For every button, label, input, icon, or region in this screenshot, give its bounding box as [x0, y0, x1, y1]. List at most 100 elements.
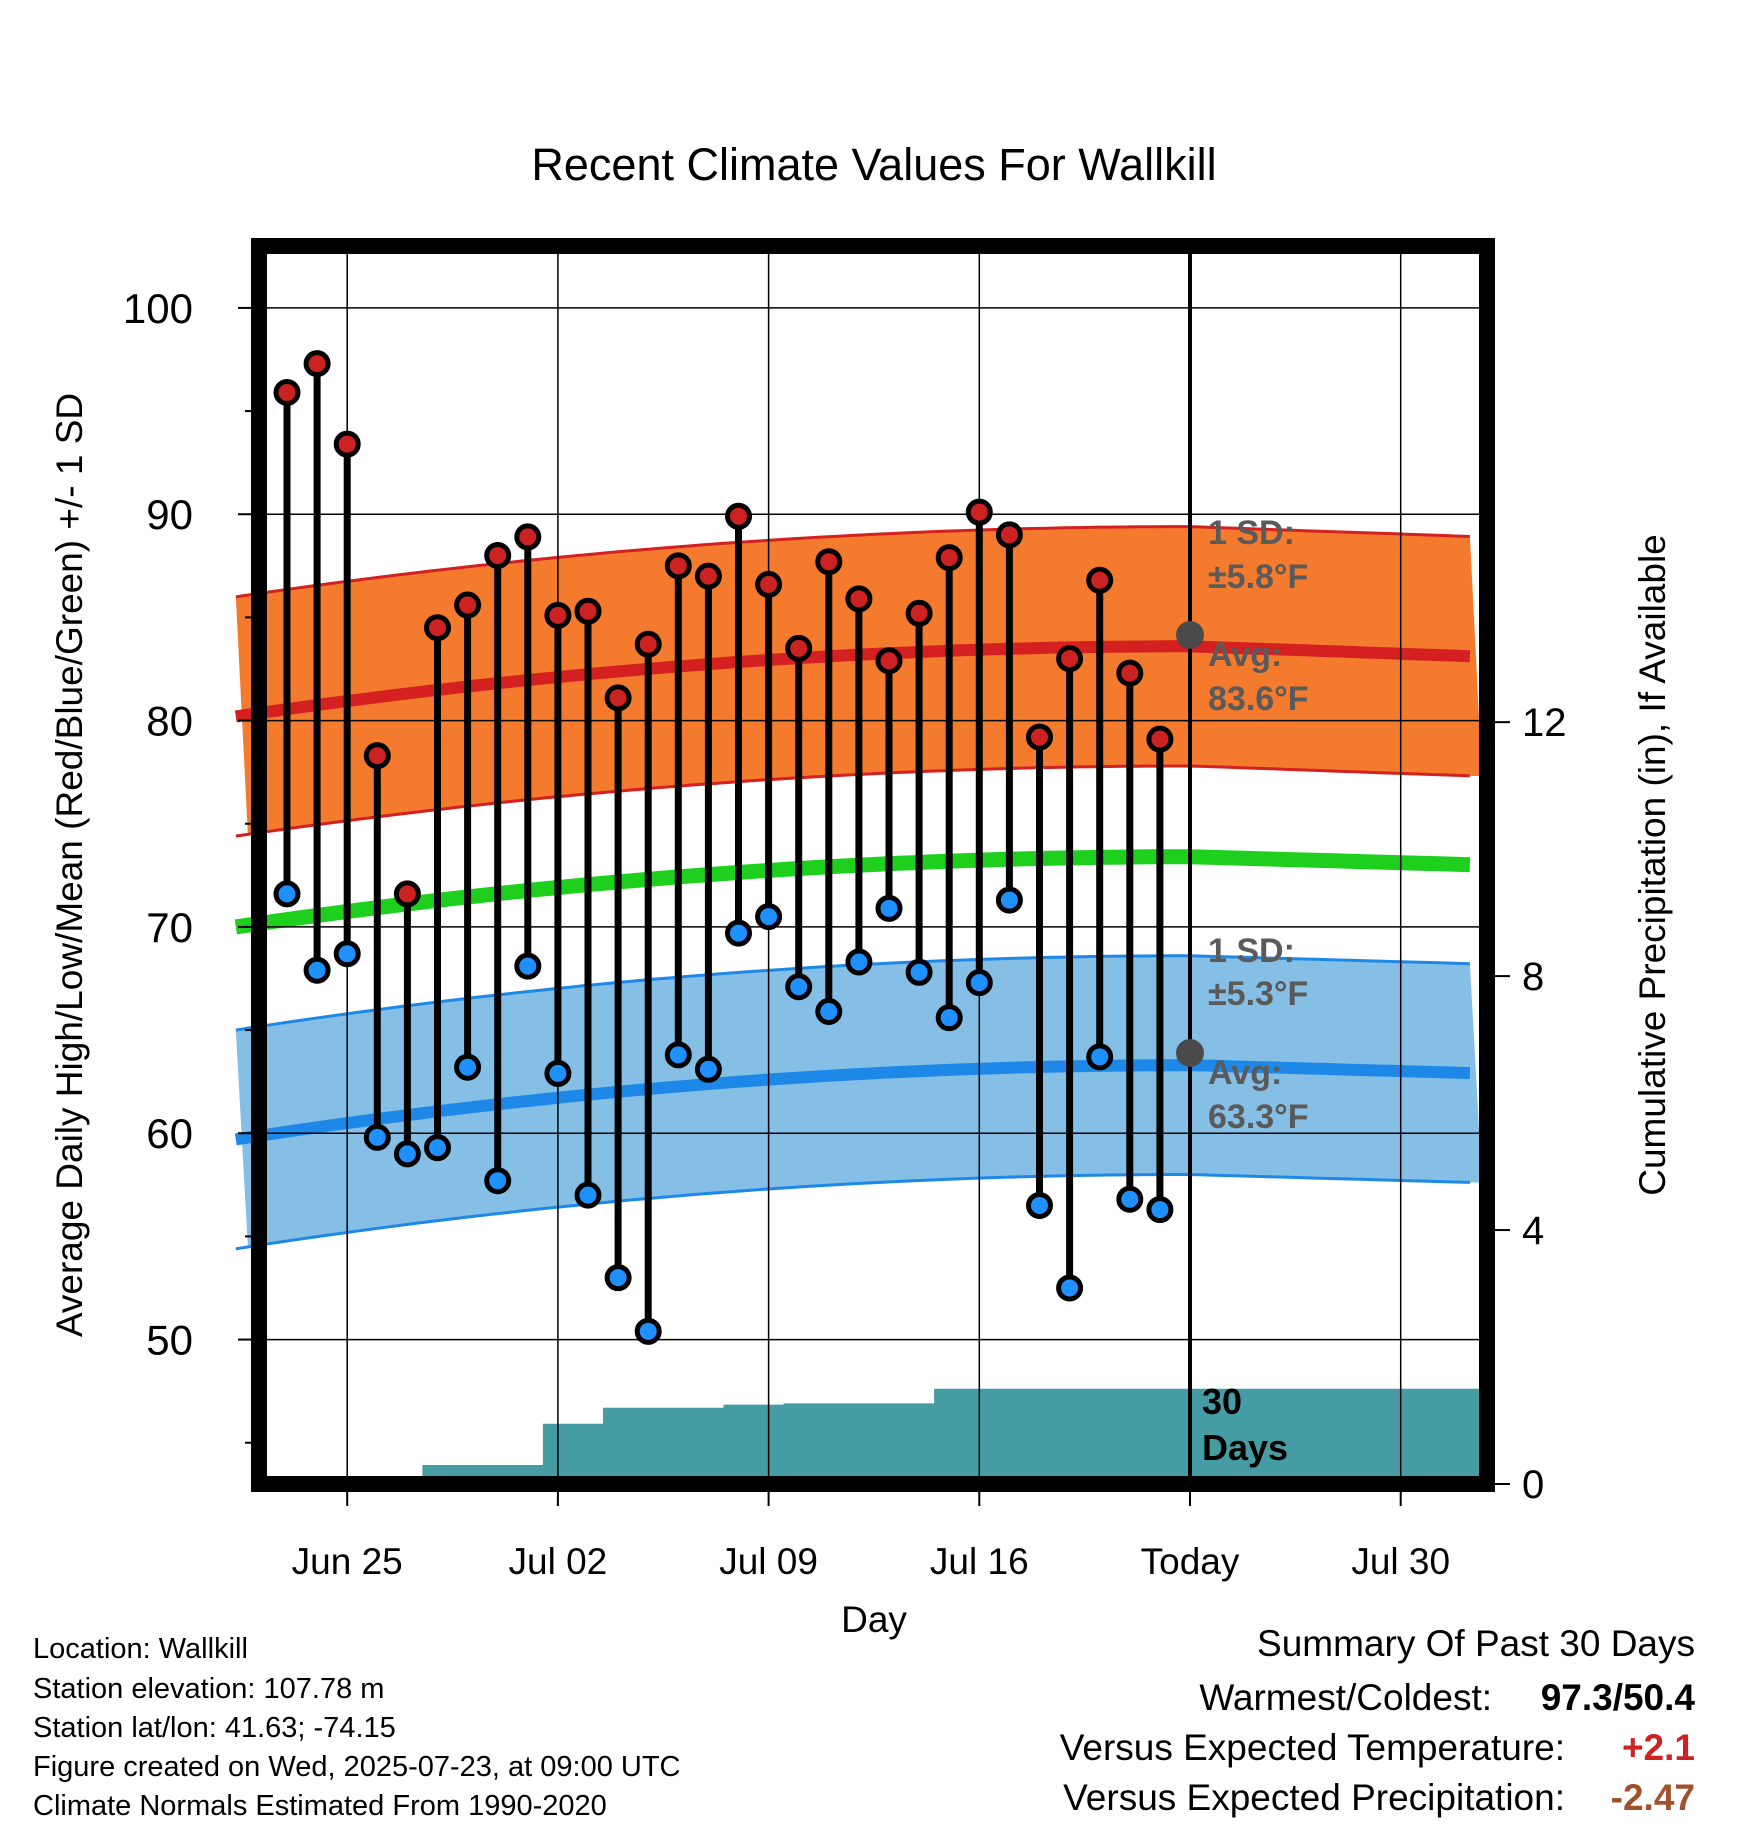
x-tick-label: Today: [1141, 1541, 1240, 1582]
daily-low-point: [1026, 1191, 1053, 1219]
daily-bars-layer: [283, 363, 1164, 1332]
y-axis-left: 50 60 70 80 90 100: [123, 285, 251, 1444]
daily-low-point: [333, 940, 361, 968]
low-sd-value: ±5.3°F: [1208, 975, 1308, 1013]
info-created: Figure created on Wed, 2025-07-23, at 09…: [33, 1751, 681, 1783]
y-tick-label: 70: [146, 904, 193, 951]
plot-frame: [251, 238, 1495, 1492]
normal-high-line: [234, 640, 1471, 723]
daily-low-point: [424, 1134, 451, 1162]
chart-title: Recent Climate Values For Wallkill: [531, 139, 1216, 190]
high-band-upper-edge: [235, 525, 1470, 599]
low-avg-value: 63.3°F: [1208, 1098, 1309, 1136]
summary-temp-value: +2.1: [1622, 1727, 1695, 1768]
low-sd-label: 1 SD:: [1208, 932, 1295, 970]
daily-high-point: [1116, 659, 1144, 687]
days-annotation: 30 Days: [1202, 1381, 1288, 1468]
daily-high-point: [875, 647, 903, 675]
normal-low-line: [234, 1059, 1471, 1146]
daily-low-point: [303, 956, 331, 984]
y-axis-right: 0 4 8 12: [1495, 701, 1567, 1507]
daily-low-point: [1116, 1185, 1144, 1213]
low-annotation: 1 SD: ±5.3°F Avg: 63.3°F: [1208, 932, 1309, 1136]
x-axis-label: Day: [841, 1599, 907, 1640]
daily-low-point: [393, 1140, 421, 1168]
daily-high-point: [424, 614, 451, 642]
high-avg-dot: [1176, 621, 1204, 649]
daily-low-point: [875, 894, 903, 922]
y2-axis-label: Cumulative Precipitation (in), If Availa…: [1632, 534, 1673, 1196]
daily-high-point: [604, 684, 632, 712]
daily-low-point: [544, 1059, 572, 1087]
daily-low-point: [574, 1181, 602, 1209]
info-latlon: Station lat/lon: 41.63; -74.15: [33, 1712, 396, 1744]
y2-tick-label: 4: [1522, 1209, 1544, 1253]
daily-low-point: [363, 1123, 391, 1151]
summary-warmest-label: Warmest/Coldest:: [1199, 1677, 1492, 1718]
x-tick-label: Jul 09: [719, 1541, 818, 1582]
daily-high-point: [1056, 645, 1084, 673]
x-tick-label: Jun 25: [292, 1541, 403, 1582]
daily-high-point: [995, 521, 1023, 549]
high-sd-value: ±5.8°F: [1208, 558, 1308, 596]
daily-high-point: [634, 630, 662, 658]
days-word: Days: [1202, 1427, 1288, 1468]
daily-high-point: [1086, 566, 1114, 594]
daily-high-point: [725, 502, 752, 530]
daily-high-point: [664, 552, 692, 580]
daily-high-point: [785, 634, 813, 662]
summary-precip-label: Versus Expected Precipitation:: [1063, 1777, 1565, 1818]
daily-low-point: [965, 969, 993, 997]
summary-panel: Summary Of Past 30 Days Warmest/Coldest:…: [1060, 1623, 1696, 1818]
low-band-lower-edge: [235, 1173, 1470, 1251]
y-tick-label: 90: [146, 491, 193, 538]
y-tick-label: 60: [146, 1110, 193, 1157]
daily-markers-layer: [273, 350, 1174, 1345]
daily-low-point: [273, 880, 301, 908]
daily-high-point: [273, 378, 301, 406]
info-normals: Climate Normals Estimated From 1990-2020: [33, 1790, 607, 1822]
precip-area: [259, 1388, 1487, 1484]
days-count: 30: [1202, 1381, 1242, 1422]
daily-low-point: [815, 997, 843, 1025]
high-avg-label: Avg:: [1208, 636, 1282, 674]
daily-high-point: [363, 742, 391, 770]
y-axis-label: Average Daily High/Low/Mean (Red/Blue/Gr…: [49, 393, 90, 1337]
daily-low-point: [664, 1041, 692, 1069]
station-info: Location: Wallkill Station elevation: 10…: [33, 1633, 681, 1822]
summary-temp-label: Versus Expected Temperature:: [1060, 1727, 1565, 1768]
precipitation-layer: [259, 1388, 1487, 1484]
y2-tick-label: 12: [1522, 701, 1567, 745]
summary-heading: Summary Of Past 30 Days: [1257, 1623, 1695, 1664]
daily-high-point: [574, 597, 602, 625]
daily-high-point: [815, 548, 843, 576]
low-avg-label: Avg:: [1208, 1054, 1282, 1092]
x-tick-label: Jul 16: [930, 1541, 1029, 1582]
daily-high-point: [905, 599, 933, 627]
daily-low-point: [694, 1055, 722, 1083]
daily-high-point: [845, 585, 873, 613]
daily-low-point: [935, 1004, 963, 1032]
daily-high-point: [303, 350, 331, 378]
info-location: Location: Wallkill: [33, 1633, 248, 1665]
y-tick-label: 100: [123, 285, 193, 332]
daily-low-point: [725, 919, 752, 947]
daily-low-point: [905, 958, 933, 986]
daily-low-point: [1086, 1043, 1114, 1071]
y-tick-label: 80: [146, 698, 193, 745]
low-avg-dot: [1176, 1039, 1204, 1067]
x-axis: Jun 25 Jul 02 Jul 09 Jul 16 Today Jul 30: [292, 1492, 1450, 1582]
x-tick-label: Jul 02: [509, 1541, 608, 1582]
x-tick-label: Jul 30: [1351, 1541, 1450, 1582]
y2-tick-label: 0: [1522, 1463, 1544, 1507]
daily-high-point: [965, 498, 993, 526]
daily-high-point: [393, 880, 421, 908]
daily-low-point: [785, 973, 813, 1001]
daily-high-point: [484, 542, 512, 569]
high-band-lower-edge: [235, 764, 1470, 838]
daily-high-point: [514, 523, 542, 551]
summary-warmest-value: 97.3/50.4: [1541, 1677, 1696, 1718]
daily-high-point: [454, 591, 482, 619]
